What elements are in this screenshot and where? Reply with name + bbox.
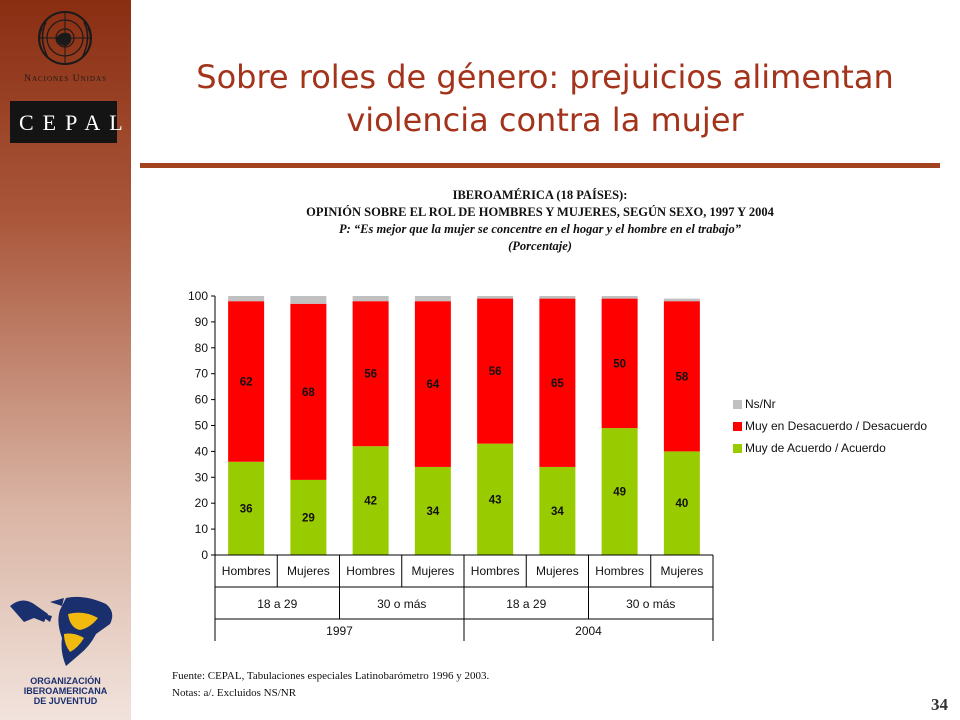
data-label: 34 xyxy=(551,506,564,518)
data-label: 64 xyxy=(426,379,439,391)
x-category-label: Mujeres xyxy=(536,564,579,578)
notes: Notas: a/. Excluidos NS/NR xyxy=(172,685,489,702)
legend-label: Muy en Desacuerdo / Desacuerdo xyxy=(745,419,927,433)
page-number: 34 xyxy=(931,695,948,715)
data-label: 50 xyxy=(613,358,626,370)
bar-nsnr xyxy=(602,296,638,299)
x-age-group-label: 18 a 29 xyxy=(506,597,546,611)
bar-nsnr xyxy=(664,299,700,302)
data-label: 56 xyxy=(364,369,377,381)
data-label: 34 xyxy=(426,506,439,518)
x-category-label: Mujeres xyxy=(287,564,330,578)
data-label: 40 xyxy=(675,498,688,510)
y-tick-label: 70 xyxy=(195,367,209,381)
bar-nsnr xyxy=(228,296,264,301)
y-tick-label: 30 xyxy=(195,470,209,484)
x-category-label: Hombres xyxy=(595,564,644,578)
y-tick-label: 60 xyxy=(195,393,209,407)
bar-nsnr xyxy=(539,296,575,299)
y-tick-label: 50 xyxy=(195,419,209,433)
y-tick-label: 0 xyxy=(201,548,208,562)
data-label: 42 xyxy=(364,496,377,508)
data-label: 58 xyxy=(675,371,688,383)
footer: Fuente: CEPAL, Tabulaciones especiales L… xyxy=(172,668,489,702)
x-age-group-label: 18 a 29 xyxy=(257,597,297,611)
data-label: 68 xyxy=(302,387,315,399)
legend-swatch xyxy=(733,400,742,409)
legend-swatch xyxy=(733,444,742,453)
legend-label: Muy de Acuerdo / Acuerdo xyxy=(745,441,886,455)
bar-nsnr xyxy=(290,296,326,304)
x-year-label: 1997 xyxy=(326,624,353,638)
x-year-label: 2004 xyxy=(575,624,602,638)
data-label: 62 xyxy=(240,376,253,388)
y-tick-label: 10 xyxy=(195,522,209,536)
legend-swatch xyxy=(733,422,742,431)
x-category-label: Hombres xyxy=(471,564,520,578)
data-label: 56 xyxy=(489,366,502,378)
bar-nsnr xyxy=(353,296,389,301)
source-note: Fuente: CEPAL, Tabulaciones especiales L… xyxy=(172,668,489,685)
legend-label: Ns/Nr xyxy=(745,397,776,411)
bar-nsnr xyxy=(415,296,451,301)
data-label: 49 xyxy=(613,487,626,499)
y-tick-label: 80 xyxy=(195,341,209,355)
data-label: 43 xyxy=(489,494,502,506)
y-tick-label: 40 xyxy=(195,444,209,458)
x-age-group-label: 30 o más xyxy=(626,597,675,611)
x-category-label: Hombres xyxy=(346,564,395,578)
data-label: 65 xyxy=(551,378,564,390)
x-category-label: Mujeres xyxy=(412,564,455,578)
data-label: 29 xyxy=(302,512,315,524)
data-label: 36 xyxy=(240,503,253,515)
y-tick-label: 100 xyxy=(188,289,208,303)
x-category-label: Mujeres xyxy=(661,564,704,578)
x-category-label: Hombres xyxy=(222,564,271,578)
y-tick-label: 20 xyxy=(195,496,209,510)
bar-nsnr xyxy=(477,296,513,299)
x-age-group-label: 30 o más xyxy=(377,597,426,611)
y-tick-label: 90 xyxy=(195,315,209,329)
